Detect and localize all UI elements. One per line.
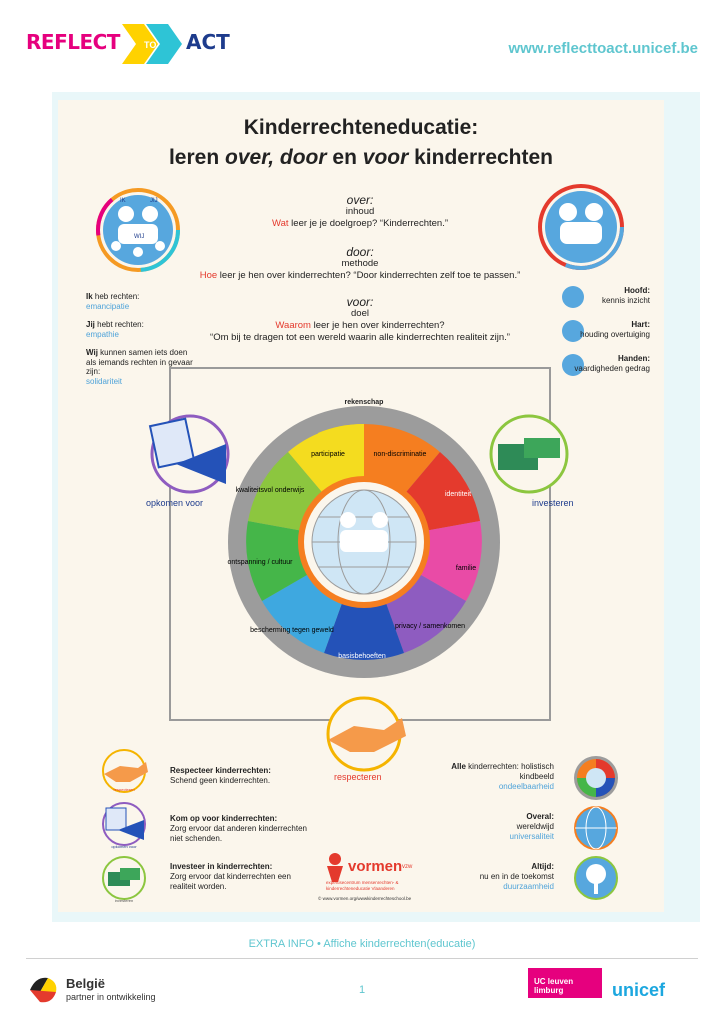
globe-icon (574, 806, 618, 850)
poster-subtitle: leren over, door en voor kinderrechten (168, 146, 554, 169)
wij-label: WIJ (134, 234, 144, 240)
belgie-subtitle: partner in ontwikkeling (66, 992, 156, 1002)
label-privacy: privacy / samenkomen (395, 623, 465, 630)
investeer-item: Investeer in kinderrechten: Zorg ervoor … (170, 862, 291, 891)
small-opkomen-icon: opkomen voor (102, 802, 146, 849)
belgie-logo-icon (30, 977, 57, 1003)
wheel-outer-label: rekenschap (345, 399, 384, 406)
belgie-title: België (66, 976, 106, 991)
megaphone-icon (148, 414, 230, 494)
uc-logo: UC leuven limburg (528, 968, 602, 998)
brand-reflect: REFLECT (26, 30, 120, 54)
label-bescherming: bescherming tegen geweld (250, 627, 334, 634)
small-investeren-icon: investeren (102, 856, 146, 903)
respecteren-label: respecteren (334, 772, 382, 782)
extra-info: EXTRA INFO • Affiche kinderrechten(educa… (248, 938, 476, 950)
jij-label: JIJ (150, 198, 158, 204)
vormen-logo: vormen vzw expertisecentrum mensenrechte… (318, 848, 424, 908)
tree-icon (574, 856, 618, 900)
poster-title: Kinderrechteneducatie: (243, 116, 479, 139)
chevron-logo-icon (122, 24, 182, 64)
mini-wheel-icon (574, 756, 618, 800)
right-item-hoofd: Hoofd: kennis inzicht (601, 286, 650, 305)
page-number: 1 (358, 984, 366, 996)
small-respecteren-icon: respecteren (102, 749, 148, 793)
right-item-hart: Hart: houding overtuiging (580, 320, 650, 339)
footer-divider (26, 958, 698, 959)
ik-jij-wij-icon: IK JIJ WIJ (96, 188, 180, 272)
heart-icon (562, 320, 584, 342)
opkomen-label: opkomen voor (146, 498, 204, 508)
left-item-ik: Ik heb rechten: emancipatie (86, 292, 140, 311)
label-ontspanning: ontspanning / cultuur (228, 559, 294, 566)
ik-label: IK (120, 198, 126, 204)
head-icon (562, 286, 584, 308)
label-basisbehoeften: basisbehoeften (338, 653, 386, 660)
label-non-discriminatie: non-discriminatie (374, 451, 427, 458)
alle-item: Alle kinderrechten: holistisch kindbeeld… (451, 762, 554, 791)
section-over: over: inhoud Wat leer je je doelgroep? “… (271, 193, 449, 229)
overal-item: Overal: wereldwijd universaliteit (509, 812, 554, 841)
section-door: door: methode Hoe leer je hen over kinde… (199, 245, 521, 281)
right-item-handen: Handen: vaardigheden gedrag (574, 354, 650, 373)
section-voor: voor: doel Waarom leer je hen over kinde… (210, 295, 510, 343)
brand-to: TO (144, 40, 157, 50)
svg-text:opkomen voor: opkomen voor (111, 844, 137, 849)
label-identiteit: identiteit (445, 491, 471, 498)
header-url[interactable]: www.reflecttoact.unicef.be (508, 40, 699, 57)
svg-text:respecteren: respecteren (113, 787, 134, 792)
kom-op-item: Kom op voor kinderrechten: Zorg ervoor d… (170, 814, 307, 843)
left-item-jij: Jij hebt rechten: empathie (86, 320, 144, 339)
respecteer-item: Respecteer kinderrechten: Schend geen ki… (170, 766, 271, 785)
svg-text:investeren: investeren (115, 898, 133, 903)
vormen-figure-icon (327, 853, 343, 882)
investeren-icon (489, 414, 569, 494)
label-familie: familie (456, 565, 476, 572)
brand-act: ACT (186, 30, 230, 54)
handshake-icon (326, 696, 406, 772)
altijd-item: Altijd: nu en in de toekomst duurzaamhei… (479, 862, 554, 891)
label-participatie: participatie (311, 451, 345, 458)
left-item-wij: Wij kunnen samen iets doen als iemands r… (86, 348, 193, 386)
reflect-to-act-logo: REFLECT TO ACT (26, 24, 230, 64)
hands-icon (562, 354, 584, 376)
head-heart-hands-icon (538, 184, 624, 270)
rights-wheel: rekenschap participatie non-discriminati… (228, 399, 500, 678)
label-onderwijs: kwaliteitsvol onderwijs (236, 487, 305, 494)
unicef-logo: unicef (612, 980, 666, 1000)
investeren-label: investeren (532, 498, 574, 508)
